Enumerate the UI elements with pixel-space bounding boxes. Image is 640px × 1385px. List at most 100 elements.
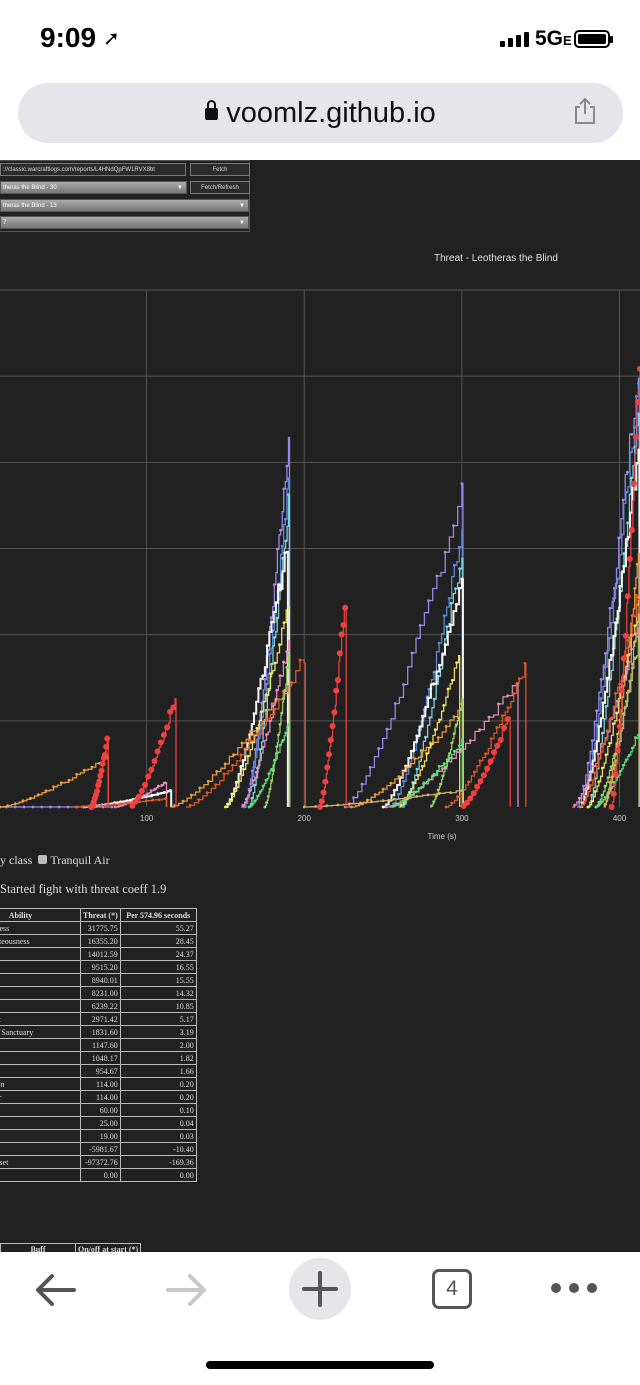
series-point xyxy=(82,768,86,772)
series-point xyxy=(117,804,121,808)
series-point xyxy=(270,620,273,624)
series-point xyxy=(517,677,521,680)
series-point xyxy=(132,798,139,805)
series-point xyxy=(160,783,164,787)
fetch-button[interactable]: Fetch xyxy=(190,163,250,176)
series-point xyxy=(251,741,254,744)
series-point xyxy=(415,767,419,771)
per-second-cell: 3.19 xyxy=(119,1025,197,1039)
series-point xyxy=(44,789,48,793)
series-point xyxy=(408,790,411,794)
series-point xyxy=(265,644,269,648)
series-point xyxy=(634,462,638,465)
series-point xyxy=(258,748,262,751)
series-point xyxy=(432,682,436,686)
fetch-refresh-button[interactable]: Fetch/Refresh xyxy=(190,181,250,194)
series-point xyxy=(628,451,632,454)
series-point xyxy=(429,743,433,746)
legend-swatch[interactable] xyxy=(38,855,48,864)
series-point xyxy=(333,687,340,694)
threat-cell: -5981.67 xyxy=(80,1142,121,1156)
series-point xyxy=(157,739,164,746)
series-point xyxy=(154,748,161,755)
series-point xyxy=(156,784,160,788)
series-point xyxy=(425,752,428,755)
series-point xyxy=(618,682,622,686)
series-point xyxy=(267,772,271,776)
series-point xyxy=(590,739,594,742)
series-point xyxy=(329,723,336,729)
series-point xyxy=(445,625,449,628)
back-icon[interactable] xyxy=(30,1270,80,1310)
address-bar[interactable]: voomlz.github.io xyxy=(18,83,623,143)
series-point xyxy=(273,707,277,711)
ability-cell: he Crusader xyxy=(0,1090,81,1104)
series-point xyxy=(265,733,268,736)
series-point xyxy=(449,791,452,794)
series-point xyxy=(624,758,628,762)
series-point xyxy=(633,640,637,644)
series-point xyxy=(275,616,279,620)
series-point xyxy=(148,766,155,773)
series-point xyxy=(263,805,267,809)
ability-cell xyxy=(0,1168,81,1182)
legend-item[interactable]: Tranquil Air xyxy=(50,853,110,867)
series-point xyxy=(280,711,284,715)
series-point xyxy=(605,676,609,680)
url-display[interactable]: voomlz.github.io xyxy=(18,97,623,130)
series-point xyxy=(432,772,436,776)
series-point xyxy=(261,784,265,788)
series-point xyxy=(629,647,633,651)
series-point xyxy=(394,802,397,805)
series-point xyxy=(342,604,349,611)
series-point xyxy=(138,800,142,803)
series-point xyxy=(22,805,26,809)
table-row: n Aura1048.171.82 xyxy=(0,1051,197,1065)
series-point xyxy=(278,587,282,591)
series-point xyxy=(616,732,619,736)
series-point xyxy=(151,798,155,802)
series-point xyxy=(443,766,447,769)
series-point xyxy=(94,788,101,795)
series-point xyxy=(402,799,405,803)
player-select[interactable]: 7 ▼ xyxy=(0,216,249,229)
series-point xyxy=(352,796,355,799)
series-point xyxy=(278,743,282,747)
series-point xyxy=(336,650,343,657)
series-point xyxy=(443,550,447,554)
series-point xyxy=(626,521,629,525)
ability-cell: Righteousness xyxy=(0,921,81,935)
share-icon[interactable] xyxy=(573,97,597,125)
new-tab-icon[interactable] xyxy=(289,1258,351,1320)
series-point xyxy=(237,779,241,783)
ability-cell: Attunement xyxy=(0,1012,81,1026)
fight-select[interactable]: theras the Blind - 30 ▼ xyxy=(0,181,187,194)
series-point xyxy=(626,638,630,642)
forward-icon[interactable] xyxy=(162,1270,212,1310)
chart-legend: y class Tranquil Air xyxy=(0,853,110,868)
series-point xyxy=(256,732,260,736)
series-point xyxy=(224,805,227,809)
series-point xyxy=(97,772,104,779)
series-point xyxy=(601,731,604,735)
series-point xyxy=(270,767,273,771)
per-second-cell: 0.00 xyxy=(119,1168,197,1182)
series-point xyxy=(452,563,456,567)
threat-cell: 954.67 xyxy=(80,1064,121,1078)
series-point xyxy=(290,681,293,684)
series-point xyxy=(392,797,396,801)
series-point xyxy=(603,796,607,799)
series-point xyxy=(504,716,511,723)
more-icon[interactable] xyxy=(550,1280,598,1296)
series-point xyxy=(604,753,608,757)
series-point xyxy=(119,802,122,806)
tabs-button[interactable]: 4 xyxy=(432,1269,472,1309)
series-point xyxy=(181,799,185,803)
series-point xyxy=(278,674,282,677)
enemy-select[interactable]: theras the Blind - 13 ▼ xyxy=(0,199,249,212)
report-url-input[interactable]: ://classic.warcraftlogs.com/reports/L4HN… xyxy=(0,163,186,176)
